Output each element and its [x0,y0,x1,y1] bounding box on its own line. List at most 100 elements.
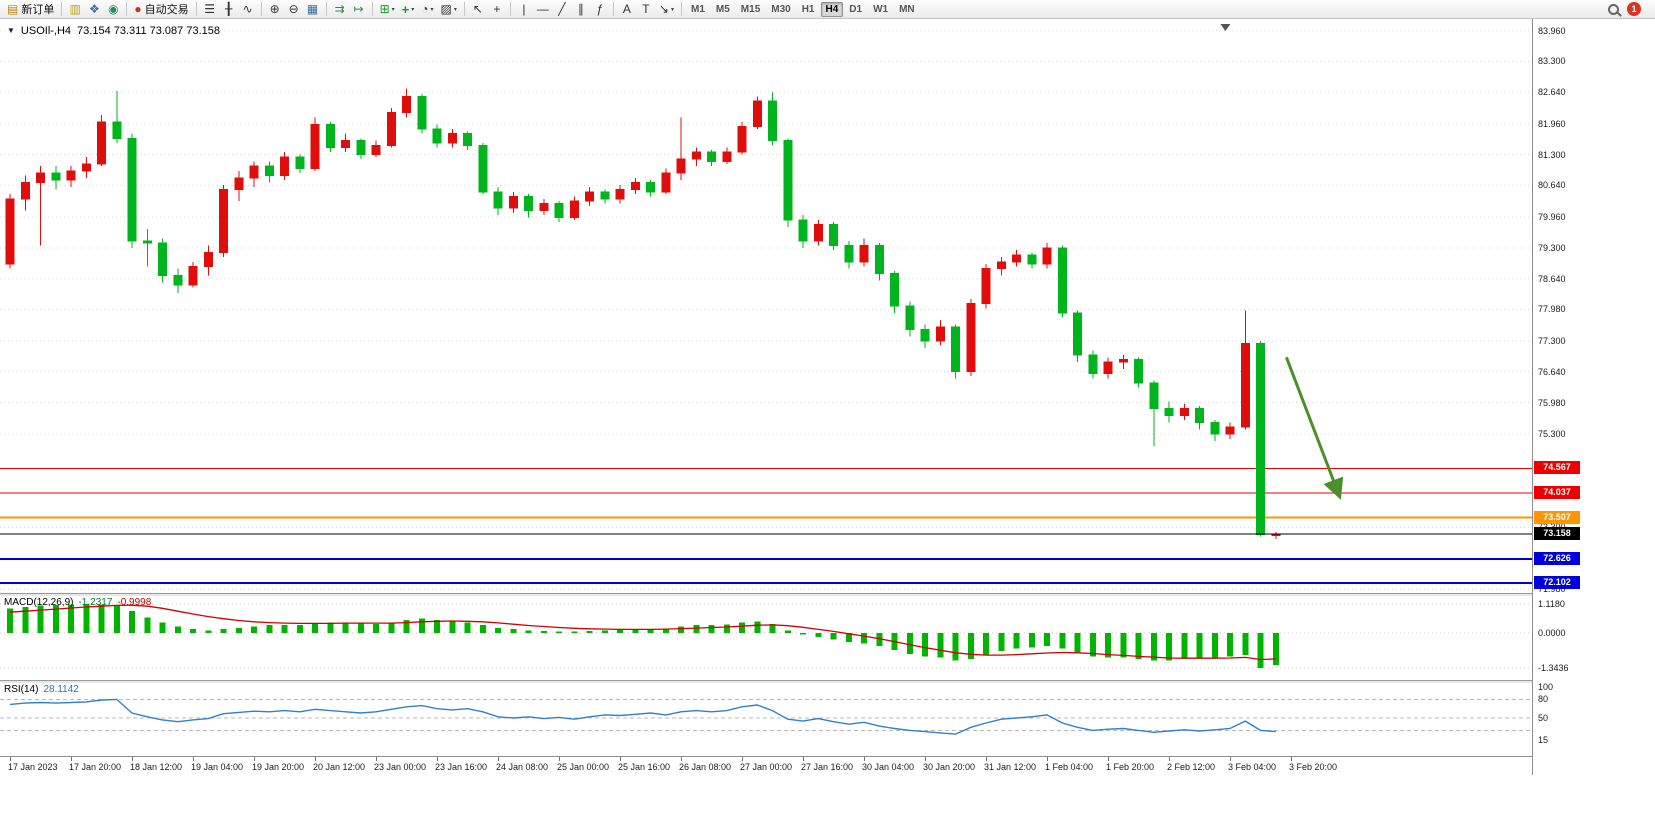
macd-grid [0,603,1532,669]
price-axis-label: 79.300 [1538,242,1566,253]
one-click-trading-toggle-icon[interactable]: ▼ [7,26,15,35]
macd-panel[interactable]: MACD(12,26,9) -1.2317 -0.9998 [0,596,1532,680]
toolbar-separator [509,2,511,16]
time-tick [803,757,804,761]
search-icon[interactable] [1608,3,1619,15]
time-tick [254,757,255,761]
price-axis[interactable]: 83.960 83.300 82.640 81.960 81.300 80.640 79.9… [1532,19,1655,775]
vertical-line-icon[interactable]: | [522,2,526,16]
time-axis-label: 18 Jan 12:00 [130,762,183,772]
market-watch-icon[interactable]: ▥ [69,2,82,16]
time-axis-label: 19 Jan 20:00 [252,762,305,772]
toolbar-separator [680,2,682,16]
toolbar-right-group: 1 [1608,2,1651,16]
templates-icon[interactable]: ▨ ▾ [440,2,457,16]
time-tick [864,757,865,761]
price-axis-label: 77.300 [1538,336,1566,346]
price-axis-label: 80.640 [1538,180,1566,191]
toolbar-left-group: ▤ 新订单 ▥ ❖ ◉ ● 自动交易 ☰ ╂ ∿ ⊕ ⊖ ▦ ⇉ ↦ ⊞ ▾ + ▾ ◔ ▾ ▨ ▾ ↖ + | — ╱ ∥ ƒ A T ↘ ▾ M… [4,1,920,18]
new-chart-icon[interactable]: ⊞ ▾ [379,2,395,16]
toolbar-separator [260,2,262,16]
rsi-name: RSI(14) [4,684,39,695]
chart-window: ▼ USOIl-,H4 73.154 73.311 73.087 73.158 … [0,19,1655,775]
rsi-levels [0,698,1532,731]
crosshair-icon[interactable]: + [493,2,501,16]
toolbar: ▤ 新订单 ▥ ❖ ◉ ● 自动交易 ☰ ╂ ∿ ⊕ ⊖ ▦ ⇉ ↦ ⊞ ▾ + ▾ ◔ ▾ ▨ ▾ ↖ + | — ╱ ∥ ƒ A T ↘ ▾ M… [0,0,1655,19]
time-tick [986,757,987,761]
time-axis-label: 19 Jan 04:00 [191,762,244,772]
fibonacci-icon[interactable]: ƒ [596,2,604,16]
navigator-icon[interactable]: ❖ [88,2,100,16]
tile-windows-icon[interactable]: ▦ [306,2,319,16]
time-axis[interactable]: 17 Jan 2023 17 Jan 20:00 18 Jan 12:00 19 Ja… [0,756,1532,775]
cursor-icon[interactable]: ↖ [472,2,483,16]
price-tag: 74.037 [1534,486,1580,499]
time-axis-label: 3 Feb 20:00 [1289,762,1338,772]
time-tick [925,757,926,761]
time-tick [559,757,560,761]
time-axis-label: 26 Jan 08:00 [679,762,732,772]
equidistant-channel-icon[interactable]: ∥ [577,2,584,16]
terminal-icon[interactable]: ◉ [108,2,119,16]
new-order-button[interactable]: ▤ 新订单 [7,2,55,16]
periods-icon[interactable]: ◔ ▾ [421,2,434,16]
level-lines-layer[interactable] [0,467,1532,585]
time-tick [10,757,11,761]
price-tag: 73.507 [1534,510,1580,524]
horizontal-line-icon[interactable]: — [536,2,549,16]
macd-axis-label: 1.1180 [1538,598,1565,609]
chart-shift-icon[interactable]: ↦ [353,2,364,16]
time-axis-label: 2 Feb 12:00 [1167,762,1216,772]
macd-panel-divider[interactable] [0,593,1532,596]
chart-title: ▼ USOIl-,H4 73.154 73.311 73.087 73.158 [7,25,220,37]
price-axis-label: 77.980 [1538,304,1566,315]
arrows-icon[interactable]: ↘ ▾ [658,2,674,16]
timeframe-m5-button[interactable]: M5 [715,3,730,15]
time-tick [1108,757,1109,761]
zoom-out-icon[interactable]: ⊖ [288,2,299,16]
time-axis-label: 31 Jan 12:00 [984,762,1037,772]
zoom-in-icon[interactable]: ⊕ [269,2,280,16]
macd-name: MACD(12,26,9) [4,597,74,608]
rsi-axis-label: 80 [1538,694,1549,705]
rsi-axis-label: 15 [1538,734,1549,745]
time-tick [1291,757,1292,761]
timeframe-d1-button[interactable]: D1 [849,3,863,15]
indicators-icon[interactable]: + ▾ [401,1,415,17]
candlestick-chart-icon[interactable]: ╂ [224,2,233,16]
chart-shift-marker[interactable] [1220,24,1231,31]
bar-chart-icon[interactable]: ☰ [204,2,215,16]
price-tag: 74.567 [1534,461,1580,475]
timeframe-mn-button[interactable]: MN [899,3,915,15]
timeframe-w1-button[interactable]: W1 [873,3,889,15]
time-tick [1230,757,1231,761]
line-chart-icon[interactable]: ∿ [242,2,253,16]
rsi-panel-divider[interactable] [0,680,1532,683]
timeframe-m15-button[interactable]: M15 [740,3,761,15]
main-chart-plot[interactable] [0,22,1532,593]
rsi-panel[interactable]: RSI(14) 28.1142 [0,683,1532,755]
macd-main-value: -1.2317 [78,597,113,608]
trend-arrow-object[interactable] [1284,356,1344,500]
time-axis-label: 1 Feb 04:00 [1045,762,1094,772]
time-axis-label: 17 Jan 20:00 [69,762,122,772]
timeframe-h4-button[interactable]: H4 [820,1,844,17]
timeframe-h1-button[interactable]: H1 [801,3,815,15]
auto-trading-button[interactable]: ● 自动交易 [134,2,189,16]
timeframe-m1-button[interactable]: M1 [690,3,705,15]
trendline-icon[interactable]: ╱ [558,2,566,16]
macd-axis-label: 0.0000 [1538,628,1566,638]
toolbar-separator [463,2,465,16]
text-icon[interactable]: A [622,2,631,16]
timeframe-m30-button[interactable]: M30 [771,3,791,15]
time-axis-label: 23 Jan 16:00 [435,762,488,772]
toolbar-separator [612,2,614,16]
price-axis-label: 75.300 [1538,429,1566,440]
toolbar-separator [195,2,197,16]
macd-axis-label: -1.3436 [1538,662,1569,673]
notification-badge[interactable]: 1 [1627,2,1641,16]
price-axis-label: 81.960 [1538,118,1566,129]
auto-scroll-icon[interactable]: ⇉ [334,2,345,16]
text-label-icon[interactable]: T [642,2,650,16]
time-axis-label: 30 Jan 20:00 [923,762,976,772]
